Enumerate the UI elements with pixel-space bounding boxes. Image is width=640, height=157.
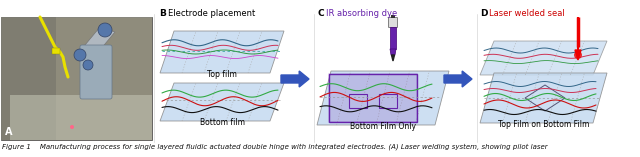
Text: D: D [480, 9, 488, 18]
Text: A: A [5, 127, 13, 137]
Polygon shape [160, 83, 284, 121]
FancyBboxPatch shape [329, 74, 417, 122]
Text: Top film: Top film [207, 70, 237, 79]
Polygon shape [160, 31, 284, 73]
FancyBboxPatch shape [80, 45, 112, 99]
Polygon shape [392, 55, 394, 61]
Bar [391, 15, 395, 18]
Text: Top Film on Bottom Film: Top Film on Bottom Film [498, 120, 589, 129]
Bar [390, 27, 396, 49]
Circle shape [74, 49, 86, 61]
Text: Electrode placement: Electrode placement [168, 9, 255, 18]
Circle shape [574, 51, 582, 59]
FancyBboxPatch shape [388, 17, 397, 27]
Text: Bottom Film Only: Bottom Film Only [350, 122, 416, 131]
Text: Bottom film: Bottom film [200, 118, 244, 127]
Bar [1, 17, 56, 140]
Bar [52, 48, 60, 54]
Text: B: B [159, 9, 166, 18]
Polygon shape [317, 71, 449, 125]
FancyArrow shape [575, 17, 581, 60]
Bar [1, 17, 152, 140]
FancyArrow shape [281, 71, 309, 87]
Circle shape [83, 60, 93, 70]
Polygon shape [480, 73, 607, 123]
Polygon shape [480, 41, 607, 75]
Bar [10, 95, 152, 140]
Circle shape [98, 23, 112, 37]
Text: Laser welded seal: Laser welded seal [489, 9, 564, 18]
Bar [1, 17, 152, 140]
Text: C: C [317, 9, 324, 18]
Polygon shape [75, 27, 115, 62]
FancyArrow shape [444, 71, 472, 87]
Text: IR absorbing dye: IR absorbing dye [326, 9, 397, 18]
Polygon shape [390, 49, 396, 55]
Circle shape [70, 125, 74, 129]
Text: Figure 1    Manufacturing process for single layered fluidic actuated double hin: Figure 1 Manufacturing process for singl… [2, 143, 548, 150]
